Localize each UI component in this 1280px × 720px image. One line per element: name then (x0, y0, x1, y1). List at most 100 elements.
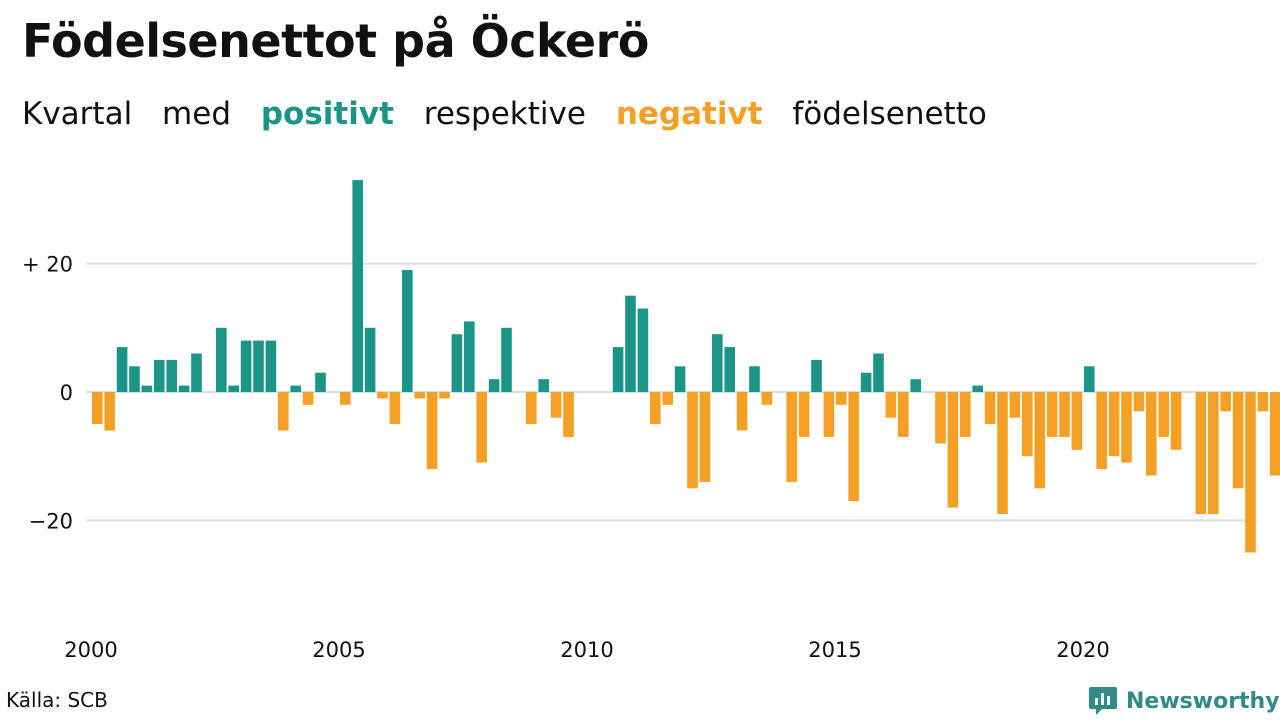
bar-negative (1009, 392, 1021, 418)
bar-positive (612, 347, 624, 392)
bar-negative (389, 392, 401, 425)
bar-positive (451, 334, 463, 392)
newsworthy-logo: Newsworthy (1088, 684, 1280, 718)
bar-negative (687, 392, 698, 489)
bar-positive (129, 366, 140, 392)
bar-positive (352, 180, 363, 392)
x-tick-label: 2005 (312, 638, 365, 662)
bar-negative (1220, 392, 1231, 412)
bar-negative (1257, 392, 1269, 412)
bar-negative (1046, 392, 1058, 437)
bar-positive (191, 353, 202, 392)
bar-negative (377, 392, 388, 399)
bar-negative (1108, 392, 1120, 457)
bar-positive (488, 379, 500, 392)
bar-negative (997, 392, 1008, 514)
bar-negative (1270, 392, 1280, 476)
newsworthy-icon (1089, 687, 1117, 715)
bar-negative (736, 392, 748, 431)
bar-positive (166, 359, 177, 392)
x-tick-label: 2000 (64, 638, 117, 662)
bar-negative (1022, 392, 1033, 457)
bar-negative (935, 392, 946, 444)
bar-negative (898, 392, 909, 437)
bar-negative (823, 392, 835, 437)
y-tick-label: −20 (29, 509, 73, 533)
bar-negative (650, 392, 661, 425)
bar-positive (253, 340, 264, 392)
x-tick-label: 2015 (808, 638, 861, 662)
subtitle-word-med: med (162, 96, 231, 132)
bar-positive (464, 321, 475, 392)
bar-positive (290, 385, 301, 392)
bar-positive (265, 340, 277, 392)
bar-negative (798, 392, 810, 437)
bar-positive (228, 385, 239, 392)
x-tick-label: 2010 (560, 638, 613, 662)
bar-negative (439, 392, 450, 399)
bar-negative (699, 392, 711, 482)
bar-negative (848, 392, 859, 502)
x-tick-label: 2020 (1056, 638, 1109, 662)
bar-negative (984, 392, 996, 425)
chart-title: Födelsenettot på Öckerö (22, 14, 649, 68)
bar-negative (960, 392, 971, 437)
bar-negative (426, 392, 438, 469)
bar-negative (1146, 392, 1157, 476)
bar-negative (1059, 392, 1070, 437)
bar-positive (637, 308, 649, 392)
bar-negative (761, 392, 773, 405)
bar-negative (1158, 392, 1169, 437)
legend-negative-label: negativt (615, 96, 763, 132)
bar-positive (724, 347, 735, 392)
bar-positive (860, 372, 872, 392)
bar-negative (278, 392, 289, 431)
bar-positive (178, 385, 190, 392)
brand-name: Newsworthy (1126, 688, 1280, 714)
bar-negative (1245, 392, 1256, 553)
bar-negative (1034, 392, 1045, 489)
bar-positive (141, 385, 153, 392)
bar-negative (786, 392, 797, 482)
bar-positive (154, 359, 165, 392)
bar-positive (712, 334, 723, 392)
bar-positive (402, 270, 413, 392)
bar-negative (302, 392, 314, 405)
bar-negative (1121, 392, 1132, 463)
bar-positive (811, 359, 822, 392)
bar-negative (476, 392, 487, 463)
bar-negative (550, 392, 562, 418)
y-tick-label: + 20 (22, 253, 73, 277)
bar-negative (1208, 392, 1219, 514)
bar-negative (526, 392, 537, 425)
bar-negative (92, 392, 103, 425)
source-note: Källa: SCB (6, 688, 108, 712)
chart-subtitle: Kvartal med positivt respektive negativt… (22, 96, 1007, 132)
bar-positive (972, 385, 983, 392)
bar-negative (662, 392, 673, 405)
bar-positive (1084, 366, 1095, 392)
bar-negative (1096, 392, 1107, 469)
bar-negative (1232, 392, 1244, 489)
subtitle-word-fodelsenetto: födelsenetto (792, 96, 987, 132)
bar-negative (1071, 392, 1083, 450)
bar-positive (216, 327, 227, 392)
bar-positive (538, 379, 549, 392)
bar-positive (749, 366, 760, 392)
bar-negative (885, 392, 897, 418)
bar-positive (625, 295, 636, 392)
bar-positive (364, 327, 376, 392)
bar-positive (873, 353, 884, 392)
y-tick-label: 0 (60, 381, 73, 405)
subtitle-word-kvartal: Kvartal (22, 96, 133, 132)
bar-negative (340, 392, 351, 405)
bar-negative (1195, 392, 1207, 514)
subtitle-word-respektive: respektive (423, 96, 586, 132)
bar-positive (240, 340, 252, 392)
bar-negative (1133, 392, 1145, 412)
bar-negative (563, 392, 574, 437)
bar-negative (104, 392, 115, 431)
bar-negative (1170, 392, 1182, 450)
bar-positive (674, 366, 686, 392)
